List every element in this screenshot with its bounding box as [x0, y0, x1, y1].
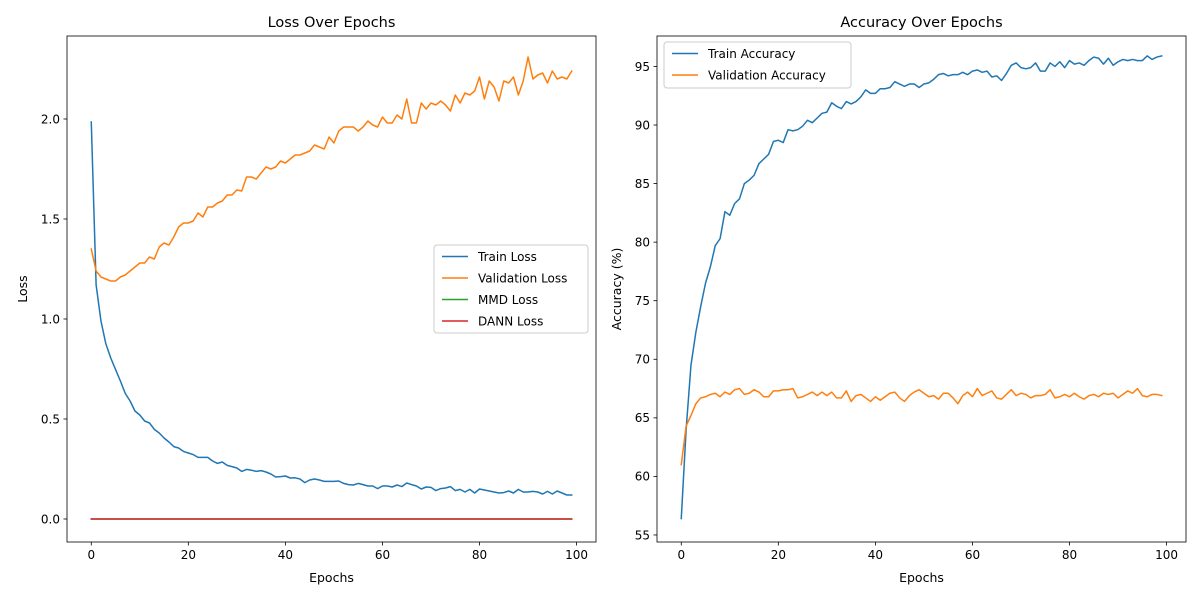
loss-x-tick-label: 60	[375, 548, 390, 562]
accuracy-legend: Train Accuracy Validation Accuracy	[663, 41, 852, 89]
loss-legend-box	[433, 244, 589, 334]
accuracy-y-tick-label: 60	[635, 470, 650, 484]
accuracy-y-tick-label: 80	[635, 235, 650, 249]
accuracy-axes-frame	[656, 35, 1187, 543]
loss-series-line-validation-loss	[90, 56, 573, 282]
loss-y-tick-label: 0.5	[41, 412, 60, 426]
accuracy-legend-box	[663, 41, 852, 89]
loss-y-tick-label: 2.0	[41, 112, 60, 126]
accuracy-x-tick-label: 60	[965, 548, 980, 562]
accuracy-y-tick-label: 85	[635, 177, 650, 191]
loss-y-tick-label: 0.0	[41, 512, 60, 526]
accuracy-y-axis-label: Accuracy (%)	[609, 248, 624, 331]
accuracy-y-tick-label: 90	[635, 118, 650, 132]
accuracy-x-tick-label: 20	[771, 548, 786, 562]
loss-x-tick-label: 20	[181, 548, 196, 562]
accuracy-x-tick-label: 40	[868, 548, 883, 562]
loss-x-tick-label: 100	[565, 548, 588, 562]
loss-y-tick-label: 1.5	[41, 212, 60, 226]
loss-legend-label-mmd-loss: MMD Loss	[478, 293, 538, 307]
accuracy-x-tick-label: 100	[1155, 548, 1178, 562]
loss-legend-label-train-loss: Train Loss	[477, 250, 537, 264]
accuracy-y-tick-label: 55	[635, 528, 650, 542]
accuracy-chart-title: Accuracy Over Epochs	[840, 15, 1002, 31]
accuracy-series-line-train-accuracy	[680, 55, 1163, 520]
loss-x-tick-label: 40	[278, 548, 293, 562]
loss-series-line-train-loss	[90, 121, 573, 496]
loss-x-tick-label: 0	[87, 548, 95, 562]
loss-x-tick-label: 80	[472, 548, 487, 562]
loss-y-tick-label: 1.0	[41, 312, 60, 326]
accuracy-legend-label-train-accuracy: Train Accuracy	[707, 47, 795, 61]
accuracy-x-tick-label: 80	[1062, 548, 1077, 562]
accuracy-y-tick-label: 95	[635, 60, 650, 74]
loss-y-axis-label: Loss	[15, 275, 30, 302]
loss-legend-label-dann-loss: DANN Loss	[478, 314, 543, 328]
loss-legend: Train Loss Validation Loss MMD Loss DANN Lo…	[433, 244, 589, 334]
accuracy-x-tick-label: 0	[677, 548, 685, 562]
loss-legend-label-validation-loss: Validation Loss	[478, 271, 567, 285]
accuracy-y-tick-label: 75	[635, 294, 650, 308]
chart-loss: 0 20 40 60 80 100 0.0 0.5 1.0 1.5 2.0 Loss Over Epo…	[15, 15, 597, 585]
loss-axes-frame	[66, 35, 597, 543]
loss-x-axis-label: Epochs	[309, 570, 354, 585]
accuracy-y-tick-label: 65	[635, 411, 650, 425]
accuracy-x-axis-label: Epochs	[899, 570, 944, 585]
chart-accuracy: 0 20 40 60 80 100 55 60 65 70 75 80 85 90 95 Accuracy O…	[609, 15, 1187, 585]
accuracy-y-tick-label: 70	[635, 353, 650, 367]
accuracy-series-line-validation-accuracy	[680, 387, 1163, 466]
accuracy-legend-label-validation-accuracy: Validation Accuracy	[708, 68, 826, 82]
loss-chart-title: Loss Over Epochs	[268, 15, 396, 31]
